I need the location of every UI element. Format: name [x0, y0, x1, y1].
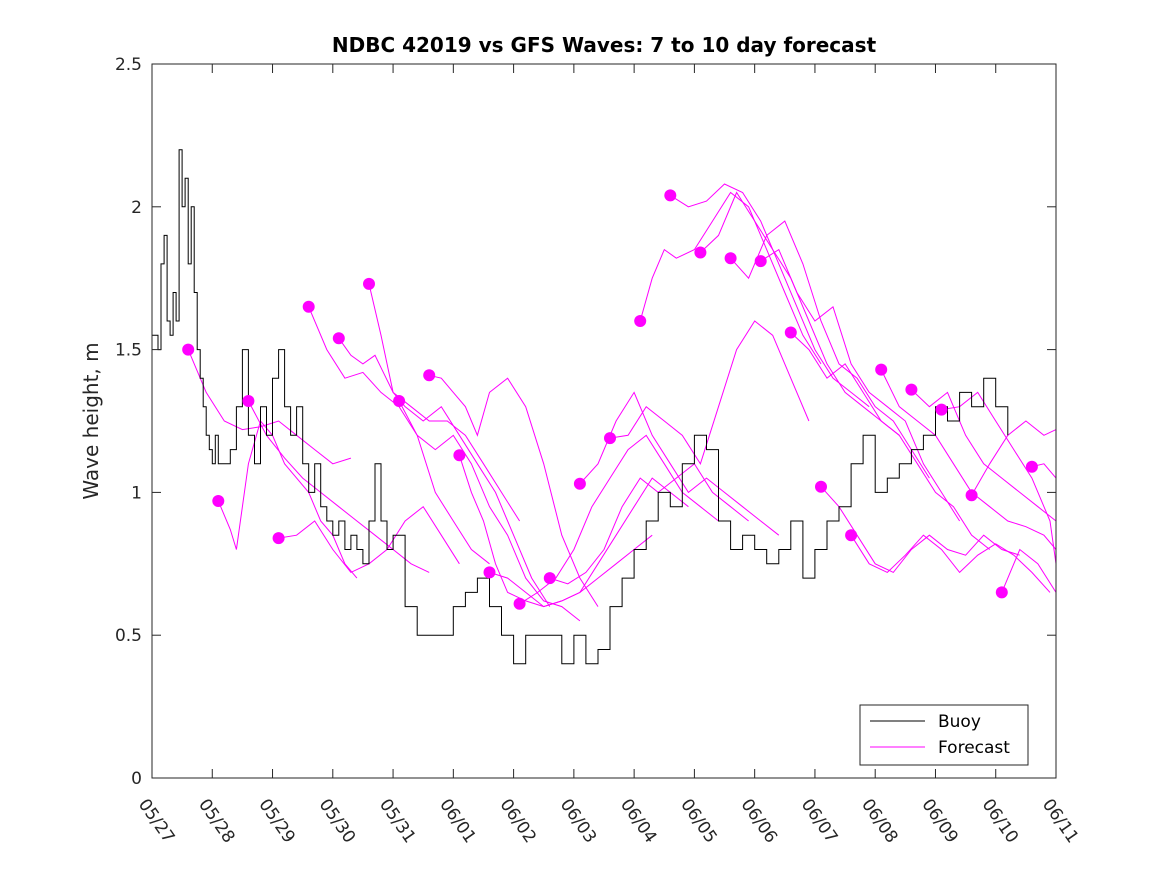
forecast-start-marker-27	[995, 586, 1008, 599]
forecast-line-26	[971, 420, 1057, 496]
legend: Buoy Forecast	[859, 704, 1029, 766]
forecast-line-17	[700, 191, 900, 436]
forecast-line-14	[609, 320, 810, 465]
forecast-line-24	[911, 389, 1057, 522]
axes-box	[151, 63, 1057, 779]
forecast-start-marker-20	[784, 326, 797, 339]
forecast-line-6	[368, 283, 551, 607]
buoy-line	[152, 149, 1009, 665]
forecast-start-marker-6	[363, 277, 375, 290]
forecast-start-marker-18	[724, 252, 737, 265]
forecast-start-marker-26	[965, 489, 978, 502]
forecast-start-marker-25	[935, 403, 948, 416]
forecast-start-marker-2	[242, 395, 255, 407]
y-tick-label-1: 0.5	[115, 626, 142, 646]
y-tick-label-0: 0	[131, 769, 142, 789]
forecast-start-marker-4	[302, 300, 315, 313]
y-axis-label: Wave height, m	[79, 342, 103, 499]
forecast-start-marker-15	[634, 315, 647, 327]
forecast-line-15	[639, 191, 822, 365]
forecast-start-marker-3	[272, 532, 285, 545]
y-tick-label-2: 1	[131, 483, 142, 503]
y-tick-label-3: 1.5	[115, 341, 142, 361]
forecast-line-12	[549, 463, 749, 585]
forecast-start-marker-23	[875, 363, 888, 376]
forecast-start-marker-5	[332, 332, 345, 345]
forecast-line-16	[670, 183, 870, 408]
forecast-start-marker-8	[423, 369, 436, 382]
legend-forecast-label: Forecast	[938, 738, 1010, 758]
legend-box	[859, 704, 1029, 766]
forecast-start-marker-19	[754, 255, 767, 268]
forecast-start-marker-9	[453, 449, 466, 462]
y-tick-label-5: 2.5	[115, 55, 142, 75]
forecast-start-marker-17	[694, 246, 707, 259]
forecast-line-20	[790, 332, 991, 550]
forecast-start-marker-13	[573, 477, 586, 490]
forecast-start-marker-10	[483, 566, 496, 579]
forecast-start-marker-22	[845, 529, 858, 542]
forecast-start-marker-21	[815, 480, 827, 493]
forecast-start-marker-16	[664, 189, 677, 202]
forecast-start-marker-14	[604, 432, 616, 445]
legend-buoy-label: Buoy	[938, 712, 981, 732]
forecast-line-10	[489, 477, 689, 608]
forecast-line-5	[338, 337, 521, 522]
chart-title: NDBC 42019 vs GFS Waves: 7 to 10 day for…	[332, 33, 877, 57]
y-tick-label-4: 2	[131, 198, 142, 218]
forecast-line-25	[941, 391, 1057, 564]
plot-background	[152, 64, 1056, 778]
forecast-line-18	[730, 220, 930, 479]
forecast-line-22	[850, 534, 1051, 593]
forecast-line-19	[760, 248, 961, 522]
forecast-line-2	[247, 400, 430, 573]
plot-area	[152, 64, 1057, 778]
forecast-start-marker-12	[543, 572, 556, 585]
forecast-start-marker-1	[212, 495, 225, 507]
forecast-start-marker-11	[513, 597, 526, 610]
forecast-line-13	[579, 391, 780, 536]
forecast-line-27	[1001, 548, 1057, 593]
forecast-start-marker-0	[182, 343, 195, 356]
forecast-start-marker-28	[1025, 460, 1038, 473]
forecast-line-7	[398, 400, 581, 622]
forecast-start-marker-24	[905, 383, 918, 396]
forecast-line-0	[187, 349, 352, 465]
forecast-line-8	[429, 374, 599, 607]
forecast-start-marker-7	[393, 395, 406, 407]
